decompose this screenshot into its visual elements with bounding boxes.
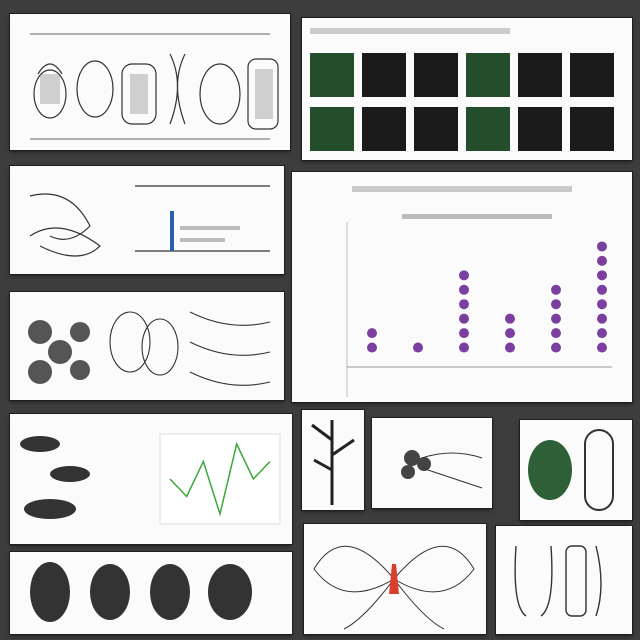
- dot-point: [367, 328, 377, 339]
- dot-point: [551, 342, 561, 353]
- thumbnail: [518, 53, 562, 97]
- thumbnail: [310, 107, 354, 151]
- thumbnail: [466, 53, 510, 97]
- dot-point: [459, 313, 469, 324]
- dot-point: [597, 299, 607, 310]
- dot-point: [597, 328, 607, 339]
- dot-point: [505, 342, 515, 353]
- dot-point: [505, 313, 515, 324]
- sketch-panel-top-left: [10, 14, 290, 150]
- flower-drawing: [313, 545, 475, 630]
- specimen-strip: [30, 562, 252, 622]
- thumbnail: [310, 53, 354, 97]
- dot-point: [413, 342, 423, 353]
- flower-panel: [304, 524, 486, 634]
- dot-point: [597, 313, 607, 324]
- dot-point: [505, 328, 515, 339]
- dot-point: [551, 328, 561, 339]
- seeds-panel: [496, 526, 632, 634]
- tree-panel: [302, 410, 364, 510]
- botanical-drawings: [28, 311, 271, 386]
- thumbnail: [570, 107, 614, 151]
- dot-point: [551, 284, 561, 295]
- tree-drawing: [311, 420, 355, 505]
- dot-point: [459, 299, 469, 310]
- dot-point: [597, 284, 607, 295]
- bar-drawing: [29, 185, 270, 257]
- dot-point: [597, 342, 607, 353]
- bar-mark: [170, 211, 174, 251]
- botanical-panel-middle: [10, 292, 284, 400]
- dot-point: [551, 299, 561, 310]
- flowers-panel: [372, 418, 492, 508]
- specimen-strip-panel: [10, 552, 292, 634]
- dot-point: [597, 241, 607, 252]
- thumbnail: [414, 107, 458, 151]
- line-chart: [20, 433, 281, 525]
- sketch-drawings: [30, 33, 279, 140]
- thumbnail: [362, 107, 406, 151]
- line-series: [169, 441, 271, 517]
- leaf-panel: [520, 420, 632, 520]
- thumbnail-grid: [310, 28, 614, 151]
- dot-point: [551, 313, 561, 324]
- dot-point: [597, 270, 607, 281]
- bar-drawing-panel: [10, 166, 284, 274]
- thumbnail-grid-panel: [302, 18, 632, 160]
- thumbnail: [518, 107, 562, 151]
- dot-chart-panel: [292, 172, 632, 402]
- dot-point: [597, 255, 607, 266]
- leaf-drawing: [528, 429, 614, 511]
- dot-point: [459, 328, 469, 339]
- thumbnail: [466, 107, 510, 151]
- dot-point: [367, 342, 377, 353]
- thumbnail: [362, 53, 406, 97]
- flower-sketch: [401, 450, 483, 489]
- dot-chart: [346, 186, 612, 397]
- line-chart-panel: [10, 414, 292, 544]
- dot-point: [459, 270, 469, 281]
- thumbnail: [414, 53, 458, 97]
- thumbnail: [570, 53, 614, 97]
- dot-point: [459, 342, 469, 353]
- dot-point: [459, 284, 469, 295]
- seeds-drawing: [514, 545, 602, 617]
